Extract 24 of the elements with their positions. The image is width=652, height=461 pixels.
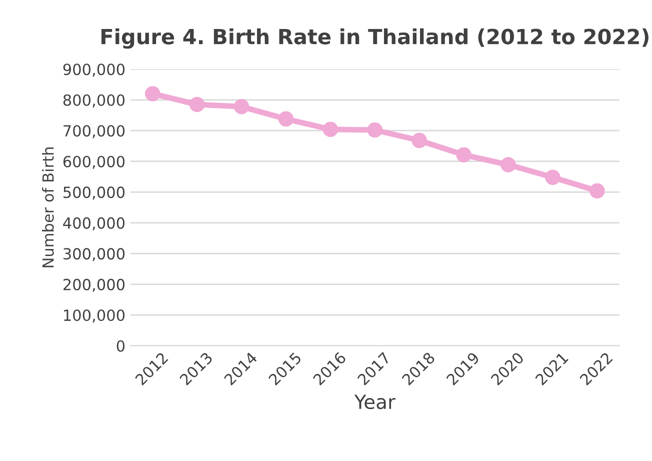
y-tick-label: 900,000 — [63, 64, 125, 77]
point — [545, 170, 560, 185]
point — [590, 183, 605, 198]
point — [322, 122, 338, 138]
y-tick-label: 800,000 — [63, 94, 125, 108]
y-tick-label: 100,000 — [64, 309, 125, 323]
point — [189, 96, 205, 112]
y-tick-label: 400,000 — [63, 217, 125, 230]
y-tick-label: 500,000 — [64, 186, 125, 200]
point — [456, 147, 472, 163]
y-tick-label: 300,000 — [64, 248, 125, 262]
x-axis-title: Year — [354, 394, 396, 410]
point — [144, 86, 160, 102]
y-tick-label: 0 — [116, 340, 125, 352]
point — [412, 132, 427, 148]
point — [234, 99, 250, 114]
chart-title: Figure 4. Birth Rate in Thailand (2012 to 2022) — [101, 28, 648, 49]
y-tick-label: 200,000 — [63, 278, 125, 292]
point — [278, 111, 294, 127]
y-tick-label: 600,000 — [63, 156, 125, 169]
point — [367, 122, 383, 138]
y-tick-label: 700,000 — [64, 125, 125, 138]
y-axis-title: Number of Birth — [42, 148, 54, 268]
point — [500, 157, 516, 172]
